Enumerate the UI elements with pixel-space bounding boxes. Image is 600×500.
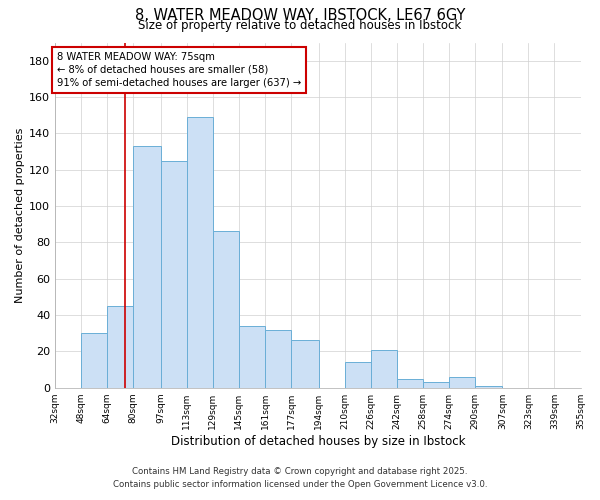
- Bar: [397, 378, 423, 388]
- Bar: [81, 333, 107, 388]
- Bar: [213, 232, 239, 388]
- Text: Contains HM Land Registry data © Crown copyright and database right 2025.
Contai: Contains HM Land Registry data © Crown c…: [113, 468, 487, 489]
- Y-axis label: Number of detached properties: Number of detached properties: [15, 128, 25, 303]
- Bar: [239, 326, 265, 388]
- Bar: [423, 382, 449, 388]
- Text: Size of property relative to detached houses in Ibstock: Size of property relative to detached ho…: [139, 19, 461, 32]
- Bar: [187, 117, 213, 388]
- Bar: [161, 160, 187, 388]
- Bar: [107, 306, 133, 388]
- Bar: [133, 146, 161, 388]
- X-axis label: Distribution of detached houses by size in Ibstock: Distribution of detached houses by size …: [170, 434, 465, 448]
- Bar: [344, 362, 371, 388]
- Bar: [371, 350, 397, 388]
- Text: 8, WATER MEADOW WAY, IBSTOCK, LE67 6GY: 8, WATER MEADOW WAY, IBSTOCK, LE67 6GY: [135, 8, 465, 22]
- Bar: [265, 330, 291, 388]
- Bar: [581, 386, 600, 388]
- Bar: [291, 340, 319, 388]
- Bar: [475, 386, 502, 388]
- Bar: [449, 377, 475, 388]
- Text: 8 WATER MEADOW WAY: 75sqm
← 8% of detached houses are smaller (58)
91% of semi-d: 8 WATER MEADOW WAY: 75sqm ← 8% of detach…: [57, 52, 301, 88]
